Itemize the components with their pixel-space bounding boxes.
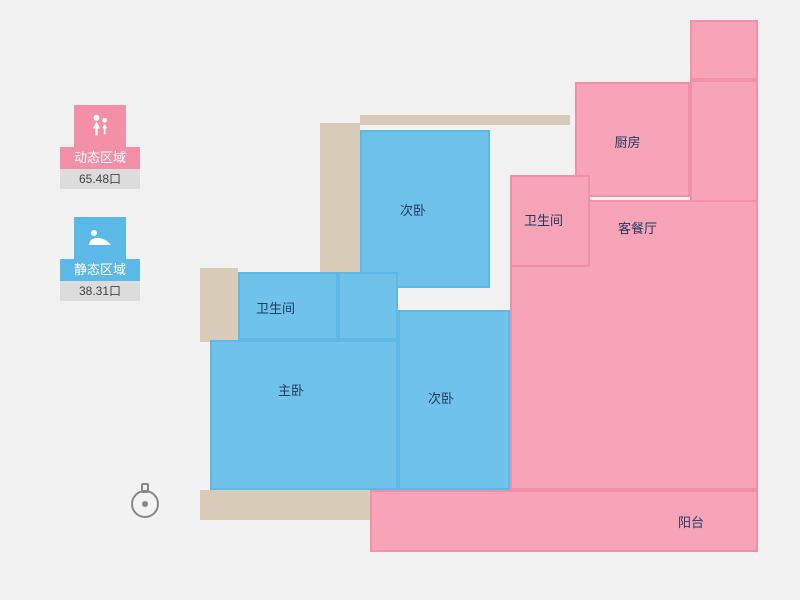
- room-label-bed2b: 次卧: [428, 388, 454, 407]
- room-label-bath1: 卫生间: [524, 210, 563, 229]
- room-label-living: 客餐厅: [618, 218, 657, 237]
- rest-icon: [74, 217, 126, 259]
- room-label-balcony: 阳台: [678, 512, 704, 531]
- people-icon: [74, 105, 126, 147]
- legend: 动态区域 65.48口 静态区域 38.31口: [60, 105, 140, 301]
- room-living_ext: [690, 80, 758, 202]
- room-label-bath2: 卫生间: [256, 298, 295, 317]
- legend-dynamic-label: 动态区域: [60, 147, 140, 169]
- legend-static-value: 38.31口: [60, 281, 140, 301]
- floorplan: 厨房客餐厅卫生间阳台次卧卫生间主卧次卧: [200, 20, 770, 580]
- compass-icon: [125, 480, 165, 520]
- room-corridor: [338, 272, 398, 340]
- wall: [200, 268, 238, 342]
- legend-dynamic-value: 65.48口: [60, 169, 140, 189]
- room-master: [210, 340, 398, 490]
- legend-dynamic: 动态区域 65.48口: [60, 105, 140, 189]
- legend-static: 静态区域 38.31口: [60, 217, 140, 301]
- room-label-master: 主卧: [278, 380, 304, 399]
- room-top_strip: [690, 20, 758, 80]
- wall: [360, 115, 570, 125]
- room-label-bed2a: 次卧: [400, 200, 426, 219]
- wall: [200, 490, 370, 520]
- room-label-kitchen: 厨房: [615, 132, 641, 151]
- wall: [320, 123, 360, 288]
- legend-static-label: 静态区域: [60, 259, 140, 281]
